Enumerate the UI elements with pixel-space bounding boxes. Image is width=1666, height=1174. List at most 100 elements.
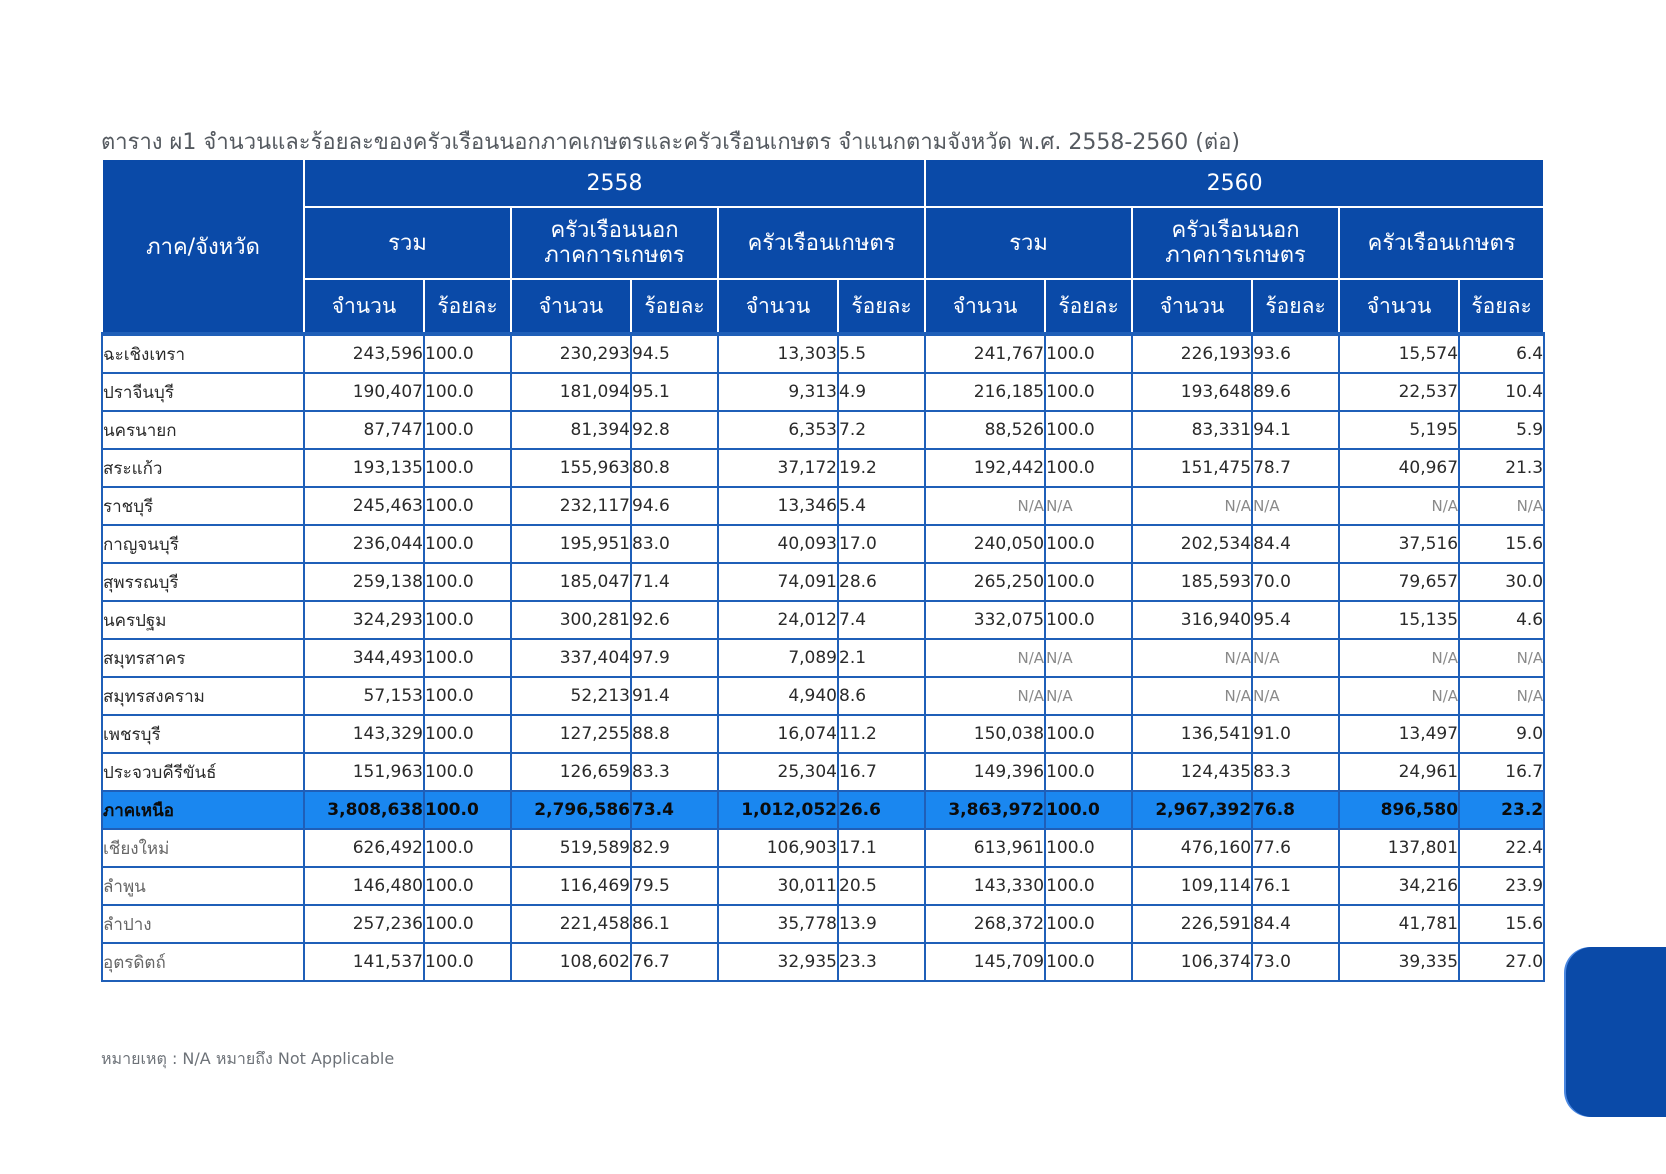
count-cell: 127,255 bbox=[510, 714, 632, 754]
row-label: ลำปาง bbox=[101, 904, 305, 944]
row-label: สมุทรสงคราม bbox=[101, 676, 305, 716]
percent-cell: 94.5 bbox=[630, 332, 719, 374]
percent-cell: 100.0 bbox=[423, 600, 512, 640]
count-cell: 241,767 bbox=[924, 332, 1047, 374]
percent-cell: 94.6 bbox=[630, 486, 719, 526]
percent-cell: 100.0 bbox=[423, 524, 512, 564]
percent-cell: 100.0 bbox=[1044, 866, 1134, 906]
percent-cell: 82.9 bbox=[630, 828, 719, 868]
percent-cell: 5.4 bbox=[836, 486, 927, 526]
count-cell: 145,709 bbox=[924, 942, 1047, 982]
percent-cell: 73.0 bbox=[1251, 942, 1341, 982]
percent-cell: 100.0 bbox=[1044, 752, 1134, 792]
percent-cell: 88.8 bbox=[630, 714, 719, 754]
count-cell: 7,089 bbox=[717, 638, 839, 678]
percent-cell: N/A bbox=[1458, 486, 1546, 526]
count-cell: 240,050 bbox=[924, 524, 1047, 564]
percent-cell: 100.0 bbox=[423, 676, 512, 716]
percent-cell: 100.0 bbox=[423, 372, 512, 412]
row-label: อุตรดิตถ์ bbox=[101, 942, 305, 982]
percent-cell: 83.3 bbox=[1251, 752, 1341, 792]
percent-cell: 5.9 bbox=[1458, 410, 1546, 450]
table-row: ราชบุรี 245,463 100.0 232,117 94.6 13,346 5.4 N… bbox=[101, 486, 1546, 526]
count-cell: 332,075 bbox=[924, 600, 1047, 640]
count-cell: 257,236 bbox=[303, 904, 425, 944]
percent-cell: 100.0 bbox=[423, 942, 512, 982]
table-row: อุตรดิตถ์ 141,537 100.0 108,602 76.7 32,935 23… bbox=[101, 942, 1546, 982]
count-cell: 37,516 bbox=[1338, 524, 1461, 564]
count-column-header: จำนวน bbox=[303, 278, 425, 335]
count-cell: 202,534 bbox=[1131, 524, 1254, 564]
table-row: สมุทรสาคร 344,493 100.0 337,404 97.9 7,089 2.1… bbox=[101, 638, 1546, 678]
count-cell: 6,353 bbox=[717, 410, 839, 450]
count-cell: 193,648 bbox=[1131, 372, 1254, 412]
count-cell: 226,591 bbox=[1131, 904, 1254, 944]
count-cell: N/A bbox=[1338, 638, 1461, 678]
count-cell: 2,967,392 bbox=[1131, 790, 1254, 830]
count-cell: 232,117 bbox=[510, 486, 632, 526]
count-cell: 32,935 bbox=[717, 942, 839, 982]
count-cell: 13,303 bbox=[717, 332, 839, 374]
count-cell: 4,940 bbox=[717, 676, 839, 716]
percent-cell: 4.6 bbox=[1458, 600, 1546, 640]
row-label: นครนายก bbox=[101, 410, 305, 450]
percent-cell: 70.0 bbox=[1251, 562, 1341, 602]
row-label: ลำพูน bbox=[101, 866, 305, 906]
percent-cell: 16.7 bbox=[1458, 752, 1546, 792]
count-cell: 216,185 bbox=[924, 372, 1047, 412]
percent-cell: 100.0 bbox=[423, 562, 512, 602]
count-cell: 613,961 bbox=[924, 828, 1047, 868]
count-column-header: จำนวน bbox=[1131, 278, 1254, 335]
row-label: เชียงใหม่ bbox=[101, 828, 305, 868]
count-cell: 16,074 bbox=[717, 714, 839, 754]
count-cell: 52,213 bbox=[510, 676, 632, 716]
table-row: ลำพูน 146,480 100.0 116,469 79.5 30,011 20.5 14… bbox=[101, 866, 1546, 906]
count-cell: 106,903 bbox=[717, 828, 839, 868]
percent-cell: 17.0 bbox=[836, 524, 927, 564]
percent-cell: 100.0 bbox=[423, 638, 512, 678]
count-cell: 3,808,638 bbox=[303, 790, 425, 830]
count-cell: 5,195 bbox=[1338, 410, 1461, 450]
percent-cell: 100.0 bbox=[1044, 524, 1134, 564]
percent-cell: 94.1 bbox=[1251, 410, 1341, 450]
count-cell: 13,346 bbox=[717, 486, 839, 526]
percent-cell: 100.0 bbox=[423, 828, 512, 868]
row-label: ฉะเชิงเทรา bbox=[101, 332, 305, 374]
percent-cell: 13.9 bbox=[836, 904, 927, 944]
row-label: ประจวบคีรีขันธ์ bbox=[101, 752, 305, 792]
percent-cell: 16.7 bbox=[836, 752, 927, 792]
percent-cell: 100.0 bbox=[1044, 942, 1134, 982]
percent-cell: 15.6 bbox=[1458, 904, 1546, 944]
percent-cell: 23.2 bbox=[1458, 790, 1546, 830]
percent-cell: N/A bbox=[1251, 638, 1341, 678]
percent-cell: 76.8 bbox=[1251, 790, 1341, 830]
count-cell: 24,012 bbox=[717, 600, 839, 640]
count-cell: 79,657 bbox=[1338, 562, 1461, 602]
percent-column-header: ร้อยละ bbox=[630, 278, 719, 335]
count-cell: 24,961 bbox=[1338, 752, 1461, 792]
count-cell: 337,404 bbox=[510, 638, 632, 678]
count-cell: 13,497 bbox=[1338, 714, 1461, 754]
percent-cell: N/A bbox=[1044, 486, 1134, 526]
count-cell: 1,012,052 bbox=[717, 790, 839, 830]
data-table: ภาค/จังหวัด 2558 2560 รวม ครัวเรือนนอก ภาค… bbox=[101, 158, 1546, 982]
percent-cell: 6.4 bbox=[1458, 332, 1546, 374]
count-cell: 143,330 bbox=[924, 866, 1047, 906]
count-cell: 81,394 bbox=[510, 410, 632, 450]
count-cell: 30,011 bbox=[717, 866, 839, 906]
count-cell: 300,281 bbox=[510, 600, 632, 640]
count-cell: 83,331 bbox=[1131, 410, 1254, 450]
percent-cell: 100.0 bbox=[423, 332, 512, 374]
count-cell: 109,114 bbox=[1131, 866, 1254, 906]
percent-cell: 73.4 bbox=[630, 790, 719, 830]
count-cell: 150,038 bbox=[924, 714, 1047, 754]
percent-cell: 15.6 bbox=[1458, 524, 1546, 564]
table-header: ภาค/จังหวัด 2558 2560 รวม ครัวเรือนนอก ภาค… bbox=[101, 158, 1546, 335]
count-cell: 146,480 bbox=[303, 866, 425, 906]
year-header-2560: 2560 bbox=[924, 158, 1546, 208]
count-cell: 37,172 bbox=[717, 448, 839, 488]
row-label: สมุทรสาคร bbox=[101, 638, 305, 678]
count-column-header: จำนวน bbox=[1338, 278, 1461, 335]
count-cell: 268,372 bbox=[924, 904, 1047, 944]
percent-cell: 97.9 bbox=[630, 638, 719, 678]
